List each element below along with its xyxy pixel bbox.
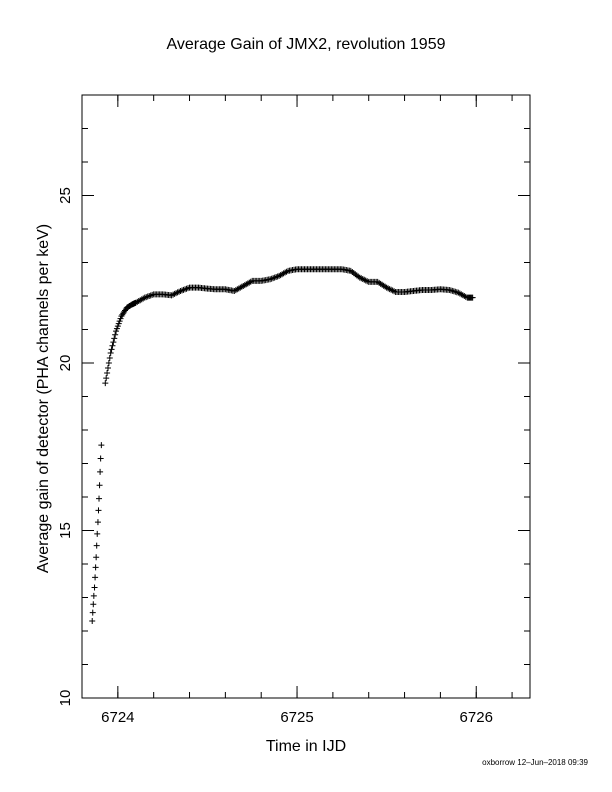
data-point <box>90 592 97 599</box>
data-point <box>96 482 103 489</box>
data-point <box>358 275 365 282</box>
data-point <box>90 601 97 608</box>
data-point <box>112 331 119 338</box>
footer-credit: oxborrow 12–Jun–2018 09:39 <box>482 758 588 767</box>
data-point <box>171 290 178 297</box>
data-point <box>89 617 96 624</box>
data-point <box>388 286 395 293</box>
data-point <box>113 328 120 335</box>
data-point <box>177 287 184 294</box>
data-point <box>361 276 368 283</box>
data-point <box>385 285 392 292</box>
plot-frame <box>81 94 531 699</box>
data-point <box>170 291 177 298</box>
x-tick-label: 6725 <box>280 709 313 726</box>
data-point <box>386 286 393 293</box>
data-point <box>247 278 254 285</box>
data-point <box>93 554 100 561</box>
x-axis-label: Time in IJD <box>265 738 347 755</box>
data-point <box>179 287 186 294</box>
x-tick-label: 6724 <box>101 709 134 726</box>
data-point <box>174 289 181 296</box>
data-point <box>97 468 104 475</box>
data-point <box>356 274 363 281</box>
data-point <box>180 286 187 293</box>
data-point <box>389 287 396 294</box>
data-point <box>273 274 280 281</box>
y-tick-label: 15 <box>57 522 74 539</box>
data-point <box>103 375 110 382</box>
data-point <box>105 360 112 366</box>
data-point <box>95 507 102 514</box>
data-point <box>274 273 281 280</box>
data-point <box>383 284 390 291</box>
data-point <box>147 292 154 299</box>
y-tick-label: 25 <box>57 187 74 204</box>
data-point <box>168 292 175 299</box>
x-tick-label: 6726 <box>460 709 493 726</box>
data-point <box>89 609 96 616</box>
data-point <box>109 342 116 349</box>
data-point <box>104 370 111 377</box>
data-point <box>469 294 476 301</box>
data-point <box>364 278 371 285</box>
data-point <box>140 295 147 302</box>
data-point <box>106 354 113 361</box>
data-point <box>185 285 192 292</box>
data-point <box>146 293 153 299</box>
data-point <box>97 455 104 462</box>
data-point <box>173 290 180 297</box>
data-point <box>182 286 189 293</box>
data-point <box>111 335 118 342</box>
data-point <box>108 346 115 353</box>
data-point <box>176 288 183 295</box>
data-point <box>359 276 366 283</box>
data-point <box>91 584 98 591</box>
data-point <box>98 442 105 449</box>
data-point <box>94 530 101 537</box>
data-point <box>270 275 277 282</box>
data-point <box>267 276 274 283</box>
data-point <box>141 294 148 301</box>
y-tick-label: 10 <box>57 690 74 707</box>
data-point <box>362 277 369 284</box>
data-point <box>92 574 99 581</box>
data-point <box>104 365 111 372</box>
y-axis-label: Average gain of detector (PHA channels p… <box>35 224 52 573</box>
data-point <box>183 285 190 292</box>
data-point <box>113 325 120 332</box>
data-point <box>96 495 103 502</box>
data-point <box>117 315 124 322</box>
data-point <box>268 275 275 282</box>
data-point <box>283 268 290 275</box>
y-tick-label: 20 <box>57 355 74 372</box>
data-point <box>144 293 151 300</box>
data-point <box>94 519 101 526</box>
data-point <box>102 380 109 387</box>
data-point <box>110 339 117 346</box>
data-point <box>271 274 278 281</box>
data-point <box>92 564 99 571</box>
data-point <box>107 349 114 356</box>
data-point <box>93 542 100 549</box>
data-point <box>391 288 398 295</box>
data-point <box>114 323 121 330</box>
data-point <box>149 291 156 298</box>
chart-title: Average Gain of JMX2, revolution 1959 <box>166 36 446 53</box>
data-point <box>115 320 122 327</box>
data-point <box>116 318 123 325</box>
data-point <box>143 294 150 301</box>
